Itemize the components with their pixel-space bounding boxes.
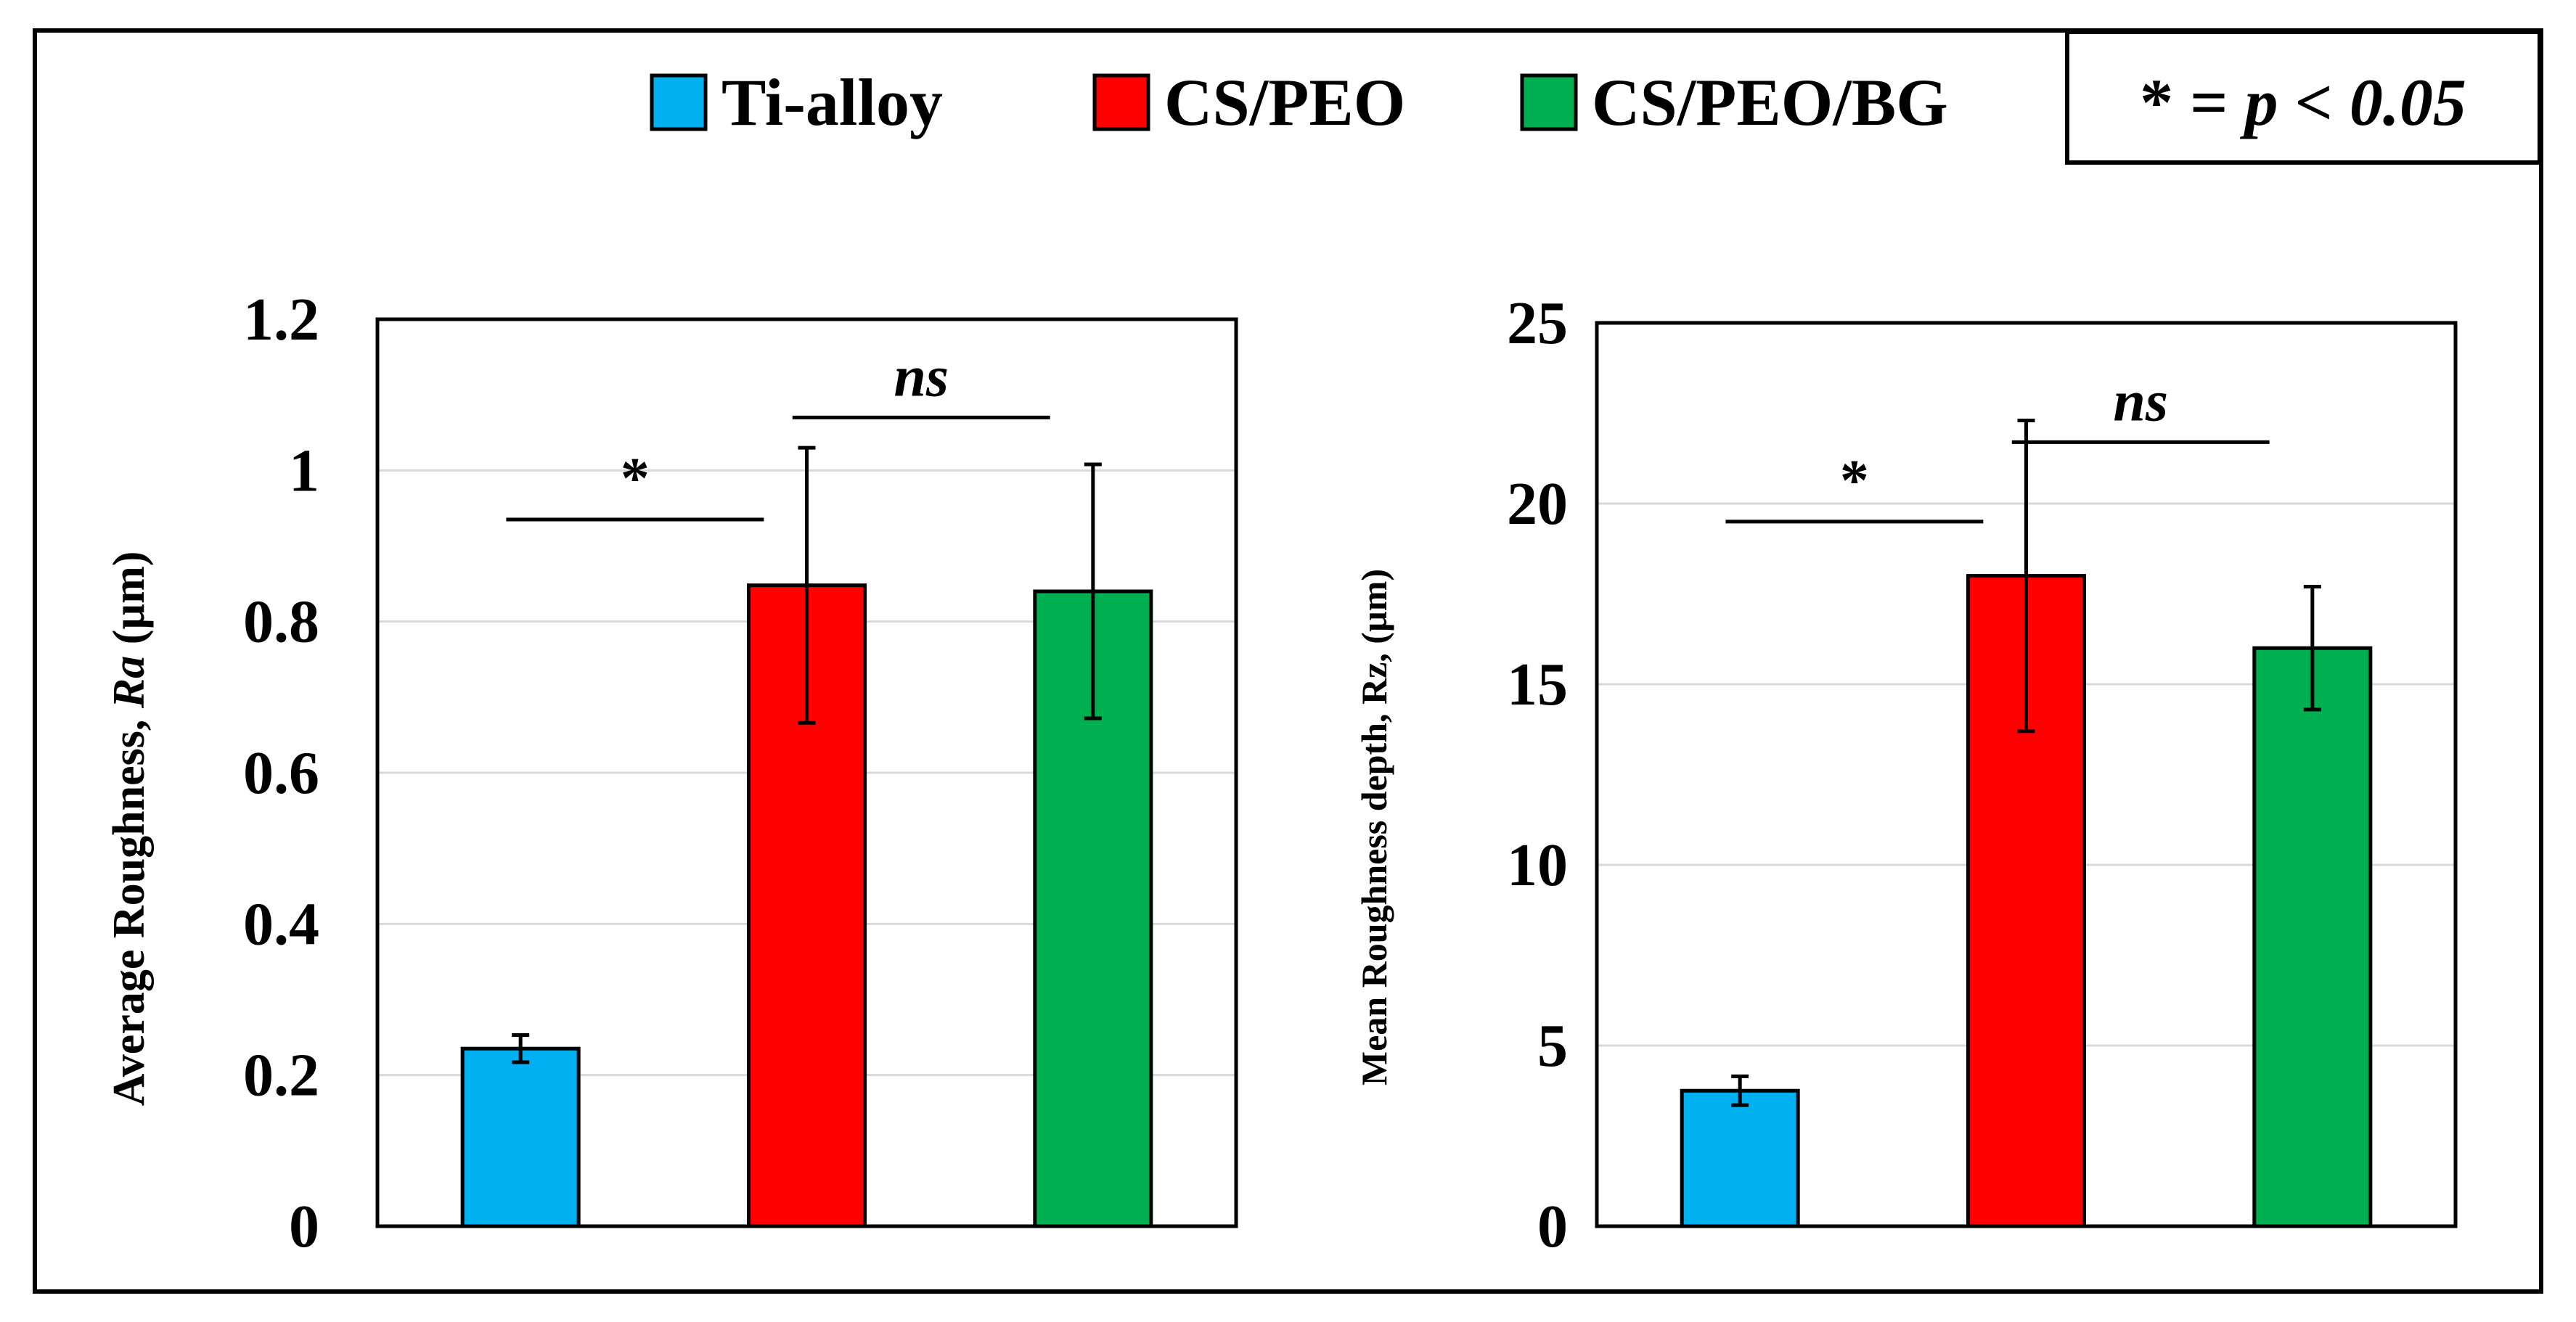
bar-ti-alloy [1680, 1088, 1800, 1228]
y-tick-label: 0 [1537, 1193, 1568, 1260]
legend-swatch-cs-peo [1092, 73, 1150, 131]
significance-text: * = p < 0.05 [2140, 65, 2466, 139]
y-tick-label: 1 [289, 437, 319, 504]
bar-ti-alloy [460, 1046, 581, 1228]
y-tick-label: 0.4 [243, 890, 319, 958]
legend-label-cs-peo-bg: CS/PEO/BG [1592, 65, 1948, 139]
significance-label-ns: ns [894, 345, 949, 408]
y-tick-label: 0 [289, 1193, 319, 1260]
y-tick-label: 25 [1507, 290, 1568, 357]
y-tick-label: 0.6 [243, 739, 319, 807]
y-tick-label: 20 [1507, 470, 1568, 538]
mean-roughness-depth-chart: Mean Roughness depth, Rz, (µm) 0 5 10 15 20 2… [1354, 290, 2458, 1260]
bar-cs-peo-bg [2252, 646, 2373, 1228]
average-roughness-chart: Average Roughness, Ra (µm) 0 0.2 0.4 0.6 0.8… [105, 286, 1238, 1260]
legend-label-cs-peo: CS/PEO [1164, 65, 1405, 139]
y-tick-label: 10 [1507, 832, 1568, 899]
legend: Ti-alloy CS/PEO CS/PEO/BG [650, 65, 1948, 139]
y-tick-label: 0.8 [243, 588, 319, 656]
significance-label-star: * [621, 447, 650, 511]
significance-box: * = p < 0.05 [2065, 30, 2542, 165]
significance-label-ns: ns [2113, 369, 2168, 433]
y-axis-title-ra: Average Roughness, Ra (µm) [105, 551, 154, 1107]
legend-label-ti-alloy: Ti-alloy [721, 65, 943, 139]
y-axis-title-rz: Mean Roughness depth, Rz, (µm) [1354, 569, 1394, 1085]
significance-label-star: * [1840, 449, 1869, 513]
legend-swatch-ti-alloy [650, 73, 708, 131]
y-tick-label: 5 [1537, 1012, 1568, 1080]
significance-box-frame [2065, 30, 2542, 165]
legend-swatch-cs-peo-bg [1520, 73, 1578, 131]
y-tick-label: 0.2 [243, 1042, 319, 1109]
y-tick-label: 1.2 [243, 286, 319, 353]
figure-frame [33, 28, 2543, 1294]
y-tick-label: 15 [1507, 651, 1568, 718]
